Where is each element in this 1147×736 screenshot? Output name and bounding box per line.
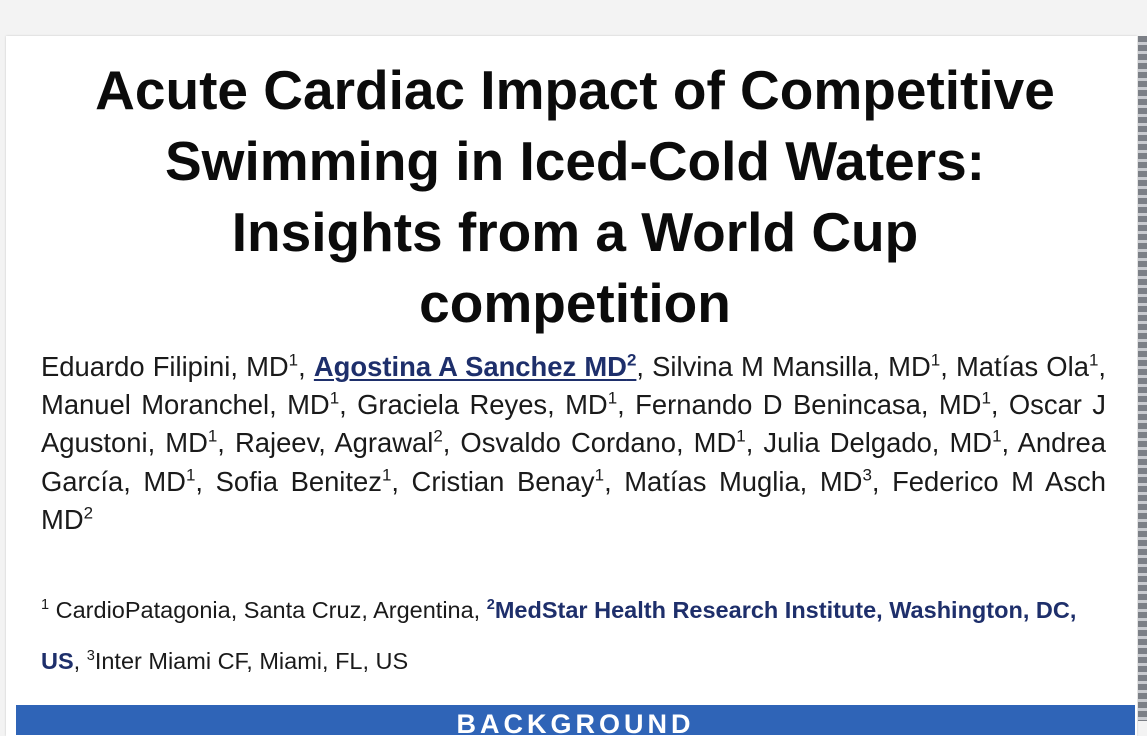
author: Fernando D Benincasa, MD1, — [635, 388, 1009, 421]
title-line: Acute Cardiac Impact of Competitive — [95, 59, 1055, 121]
presenter-name[interactable]: Agostina A Sanchez MD2 — [313, 350, 637, 382]
author: Sofia Benitez1, — [215, 465, 412, 497]
poster-page — [6, 36, 1137, 736]
affiliation-2: MedStar Health Research Institute, Washi… — [41, 597, 1077, 674]
poster-title: Acute Cardiac Impact of Competitive Swim… — [20, 55, 1130, 339]
scroll-edge — [1138, 36, 1147, 721]
author: Matías Ola1, — [955, 350, 1106, 382]
affil-separator: , — [73, 648, 87, 674]
author: Rajeev, Agrawal2, — [234, 426, 461, 459]
affiliations: 1 CardioPatagonia, Santa Cruz, Argentina… — [41, 585, 1121, 687]
title-line: Swimming in Iced-Cold Waters: — [165, 130, 985, 192]
affil-marker: 3 — [86, 647, 95, 664]
author: Graciela Reyes, MD1, — [357, 388, 636, 421]
title-line: competition — [419, 272, 731, 334]
affiliation-1: CardioPatagonia, Santa Cruz, Argentina, — [49, 597, 487, 623]
author-presenter-link[interactable]: Agostina A Sanchez MD2, — [313, 350, 653, 382]
author: Osvaldo Cordano, MD1, — [460, 426, 764, 459]
author: Cristian Benay1, — [411, 465, 625, 497]
affil-marker: 1 — [41, 596, 50, 613]
author-list: Eduardo Filipini, MD1, Agostina A Sanche… — [41, 348, 1106, 539]
title-line: Insights from a World Cup — [231, 201, 919, 263]
author: Manuel Moranchel, MD1, — [41, 388, 358, 421]
author: Matías Muglia, MD3, — [624, 465, 893, 497]
author: Julia Delgado, MD1, — [763, 426, 1018, 459]
background-section-header: BACKGROUND — [16, 705, 1135, 735]
author: Andrea García, MD1, — [41, 427, 1106, 497]
author: Silvina M Mansilla, MD1, — [652, 350, 956, 382]
affiliation-3: Inter Miami CF, Miami, FL, US — [94, 648, 409, 674]
section-title: BACKGROUND — [456, 709, 695, 735]
author: Federico M Asch MD2 — [41, 465, 1106, 535]
affil-marker: 2 — [486, 596, 495, 613]
author: Oscar J Agustoni, MD1, — [41, 389, 1106, 459]
author: Eduardo Filipini, MD1, — [41, 350, 314, 382]
